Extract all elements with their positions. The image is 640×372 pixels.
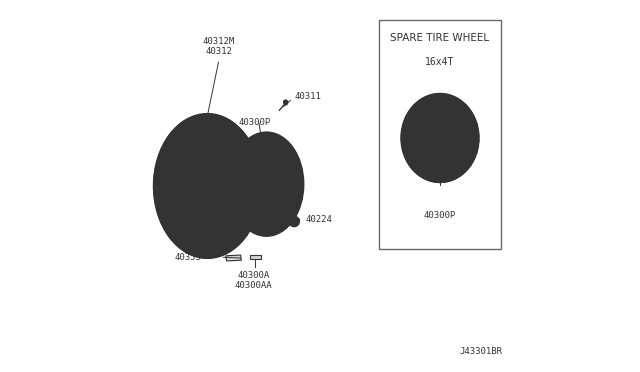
- Ellipse shape: [284, 100, 288, 105]
- Text: 40311: 40311: [295, 92, 322, 101]
- Ellipse shape: [445, 144, 451, 149]
- Ellipse shape: [255, 192, 262, 198]
- Polygon shape: [226, 255, 241, 261]
- Text: 40353: 40353: [175, 253, 202, 262]
- Text: SPARE TIRE WHEEL: SPARE TIRE WHEEL: [390, 33, 490, 42]
- Text: 40224: 40224: [305, 215, 332, 224]
- Text: 16x4T: 16x4T: [426, 57, 454, 67]
- Ellipse shape: [256, 170, 277, 199]
- Text: 40300A
40300AA: 40300A 40300AA: [235, 271, 273, 290]
- Bar: [379, 20, 501, 249]
- Polygon shape: [250, 255, 260, 260]
- Ellipse shape: [263, 180, 270, 188]
- Ellipse shape: [230, 132, 303, 236]
- Ellipse shape: [429, 126, 435, 132]
- Ellipse shape: [426, 122, 454, 154]
- Ellipse shape: [180, 149, 235, 223]
- Text: 40312M
40312: 40312M 40312: [202, 36, 235, 56]
- Text: J43301BR: J43301BR: [460, 347, 503, 356]
- Ellipse shape: [401, 94, 479, 182]
- Ellipse shape: [291, 218, 298, 225]
- Ellipse shape: [421, 117, 459, 159]
- Ellipse shape: [252, 163, 281, 205]
- Text: 40300P: 40300P: [424, 211, 456, 220]
- Text: 40300P: 40300P: [239, 118, 271, 127]
- Ellipse shape: [271, 192, 277, 198]
- Ellipse shape: [432, 129, 448, 147]
- Ellipse shape: [429, 144, 435, 149]
- Ellipse shape: [271, 170, 277, 176]
- Ellipse shape: [154, 114, 261, 258]
- Ellipse shape: [289, 216, 300, 227]
- Ellipse shape: [260, 175, 273, 193]
- Ellipse shape: [255, 170, 262, 176]
- Ellipse shape: [445, 126, 451, 132]
